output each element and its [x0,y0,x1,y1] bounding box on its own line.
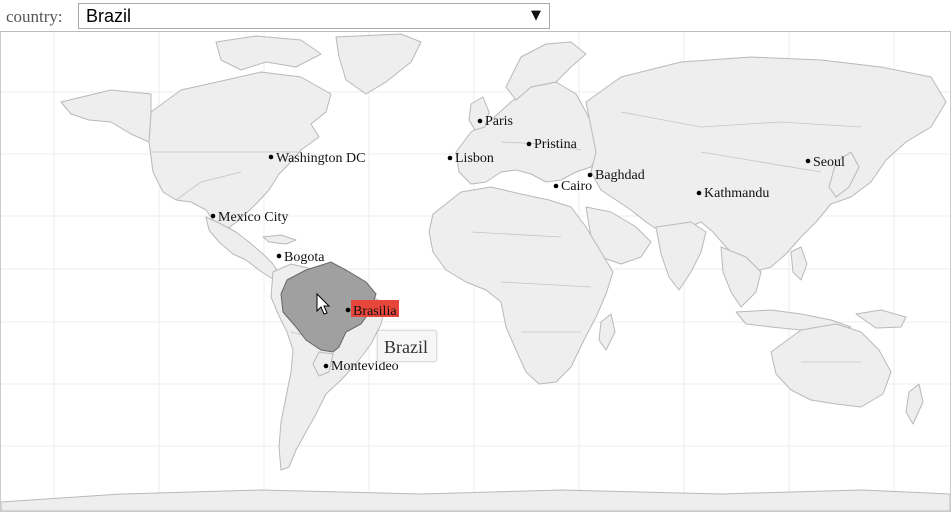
world-map-canvas[interactable]: Washington DC Mexico City Bogota Brasili… [1,32,950,511]
land-british-isles [468,96,490,131]
country-tooltip: Brazil [377,330,437,362]
city-label-pristina: Pristina [534,137,578,152]
mouse-cursor-icon [316,292,331,315]
city-cairo[interactable]: Cairo [553,179,592,194]
country-select[interactable]: Brazil ▼ [78,3,550,29]
chevron-down-icon[interactable]: ▼ [531,8,541,23]
filter-bar: country: Brazil ▼ [0,0,951,32]
land-north-america [148,71,332,231]
land-scandinavia [505,41,587,101]
land-madagascar [598,313,616,351]
land-india [655,221,707,291]
city-label-lisbon: Lisbon [455,151,494,166]
land-southeast-asia [720,246,762,308]
city-paris[interactable]: Paris [477,114,513,129]
city-label-seoul: Seoul [813,155,845,170]
city-label-baghdad: Baghdad [595,168,645,183]
land-caribbean [262,234,297,245]
city-brasilia[interactable]: Brasilia [345,300,399,319]
city-pristina[interactable]: Pristina [526,137,578,152]
city-label-montevideo: Montevideo [331,359,399,374]
land-australia [770,323,892,408]
city-montevideo[interactable]: Montevideo [323,359,399,374]
city-label-paris: Paris [485,114,513,129]
city-kathmandu[interactable]: Kathmandu [696,186,770,201]
city-label-cairo: Cairo [561,179,592,194]
world-map[interactable]: Washington DC Mexico City Bogota Brasili… [0,31,951,512]
city-bogota[interactable]: Bogota [276,250,326,265]
city-washington-dc[interactable]: Washington DC [268,151,366,166]
land-new-zealand [905,383,924,425]
country-filter-label: country: [6,7,63,26]
city-seoul[interactable]: Seoul [805,155,845,170]
land-new-guinea [855,309,907,329]
city-highlight-badge [351,300,399,317]
land-uruguay [312,351,334,377]
city-lisbon[interactable]: Lisbon [447,151,494,166]
land [1,33,950,511]
land-arctic-islands [215,35,322,71]
city-markers: Washington DC Mexico City Bogota Brasili… [210,114,845,374]
city-label-kathmandu: Kathmandu [704,186,769,201]
country-select-value[interactable]: Brazil [86,6,132,26]
city-label-brasilia: Brasilia [353,304,397,319]
city-label-bogota: Bogota [284,250,325,265]
land-philippines [790,246,808,281]
land-japan [828,151,860,198]
land-asia [585,56,947,273]
country-brazil-highlight[interactable] [280,261,377,353]
city-mexico-city[interactable]: Mexico City [210,210,289,225]
city-label-washington-dc: Washington DC [276,151,365,166]
city-label-mexico-city: Mexico City [218,210,288,225]
land-africa [428,186,614,385]
city-baghdad[interactable]: Baghdad [587,168,645,183]
land-greenland [335,33,422,95]
land-antarctica [1,489,950,511]
tooltip-text: Brazil [384,337,428,357]
country-borders [151,111,862,363]
land-alaska [60,89,152,143]
